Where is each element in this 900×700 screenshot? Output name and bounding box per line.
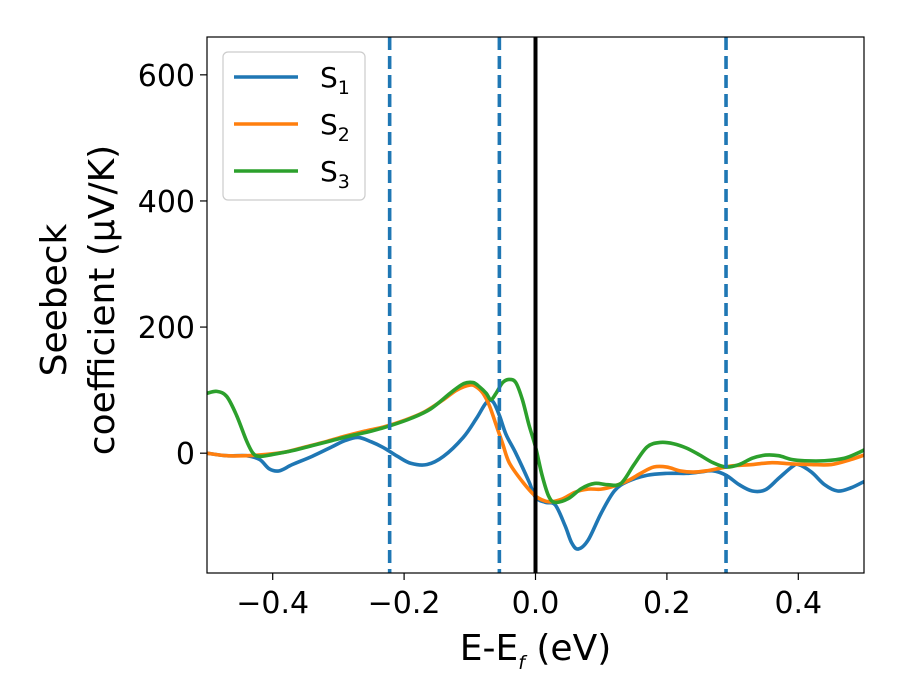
y-axis: 0 200 400 600: [138, 59, 207, 472]
plot-area: [207, 37, 864, 573]
x-tick-label: −0.2: [368, 586, 441, 621]
legend-box: [222, 51, 366, 201]
x-axis: −0.4 −0.2 0.0 0.2 0.4: [236, 573, 822, 621]
x-axis-label: E-Ef (eV): [460, 628, 612, 674]
x-tick-label: −0.4: [236, 586, 309, 621]
y-tick-label: 400: [138, 185, 195, 220]
y-axis-label: Seebeck coefficient (μV/K): [34, 145, 123, 455]
legend: S1 S2 S3: [222, 51, 366, 201]
y-tick-label: 600: [138, 59, 195, 94]
y-axis-label-line2: coefficient (μV/K): [82, 145, 123, 455]
legend-label-s3: S3: [320, 155, 350, 193]
y-axis-label-line1: Seebeck: [34, 223, 75, 376]
y-tick-label: 0: [176, 437, 195, 472]
series-line-s3: [207, 377, 864, 505]
y-tick-label: 200: [138, 311, 195, 346]
legend-label-s2: S2: [320, 108, 350, 146]
legend-label-s1: S1: [320, 61, 350, 99]
x-tick-label: 0.2: [643, 586, 691, 621]
x-tick-label: 0.4: [774, 586, 822, 621]
x-tick-label: 0.0: [512, 586, 560, 621]
